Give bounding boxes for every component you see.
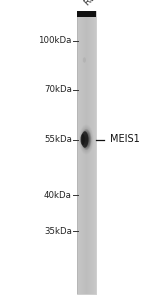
Text: 35kDa: 35kDa [44,226,72,236]
Bar [89,11,90,294]
Text: 70kDa: 70kDa [44,85,72,94]
Ellipse shape [83,132,90,147]
Bar [84,11,85,294]
Bar [90,11,91,294]
Bar [84,11,85,294]
Ellipse shape [85,136,88,142]
Bar [91,11,92,294]
Bar [94,11,95,294]
Bar [81,11,82,294]
Ellipse shape [81,131,88,148]
Bar [95,11,96,294]
Bar [92,11,93,294]
Ellipse shape [84,136,88,143]
Bar [80,11,81,294]
Ellipse shape [84,134,89,145]
Ellipse shape [84,134,89,145]
Bar [77,11,78,294]
Ellipse shape [84,135,88,144]
Ellipse shape [86,138,87,140]
Ellipse shape [80,134,85,145]
Bar [85,11,86,294]
Bar [88,11,89,294]
Bar [85,11,86,294]
Bar [81,11,82,294]
Bar [82,11,83,294]
Ellipse shape [85,137,87,142]
Ellipse shape [82,131,90,148]
Ellipse shape [83,57,86,63]
Bar [86,11,87,294]
Bar [78,11,79,294]
Bar [77,11,96,294]
Ellipse shape [83,133,89,146]
Text: 55kDa: 55kDa [44,135,72,144]
Ellipse shape [85,136,88,143]
Bar [78,11,79,294]
Ellipse shape [82,130,91,149]
Ellipse shape [85,137,87,142]
Bar [83,11,84,294]
Bar [77,11,96,17]
Bar [94,11,95,294]
Bar [88,11,89,294]
Bar [95,11,96,294]
Bar [77,11,78,294]
Bar [93,11,94,294]
Text: Rat brain: Rat brain [83,0,118,8]
Ellipse shape [86,139,87,140]
Bar [79,11,80,294]
Bar [87,11,88,294]
Text: 100kDa: 100kDa [38,36,72,45]
Text: 40kDa: 40kDa [44,190,72,200]
Text: MEIS1: MEIS1 [110,134,140,145]
Ellipse shape [81,129,91,150]
Bar [89,11,90,294]
